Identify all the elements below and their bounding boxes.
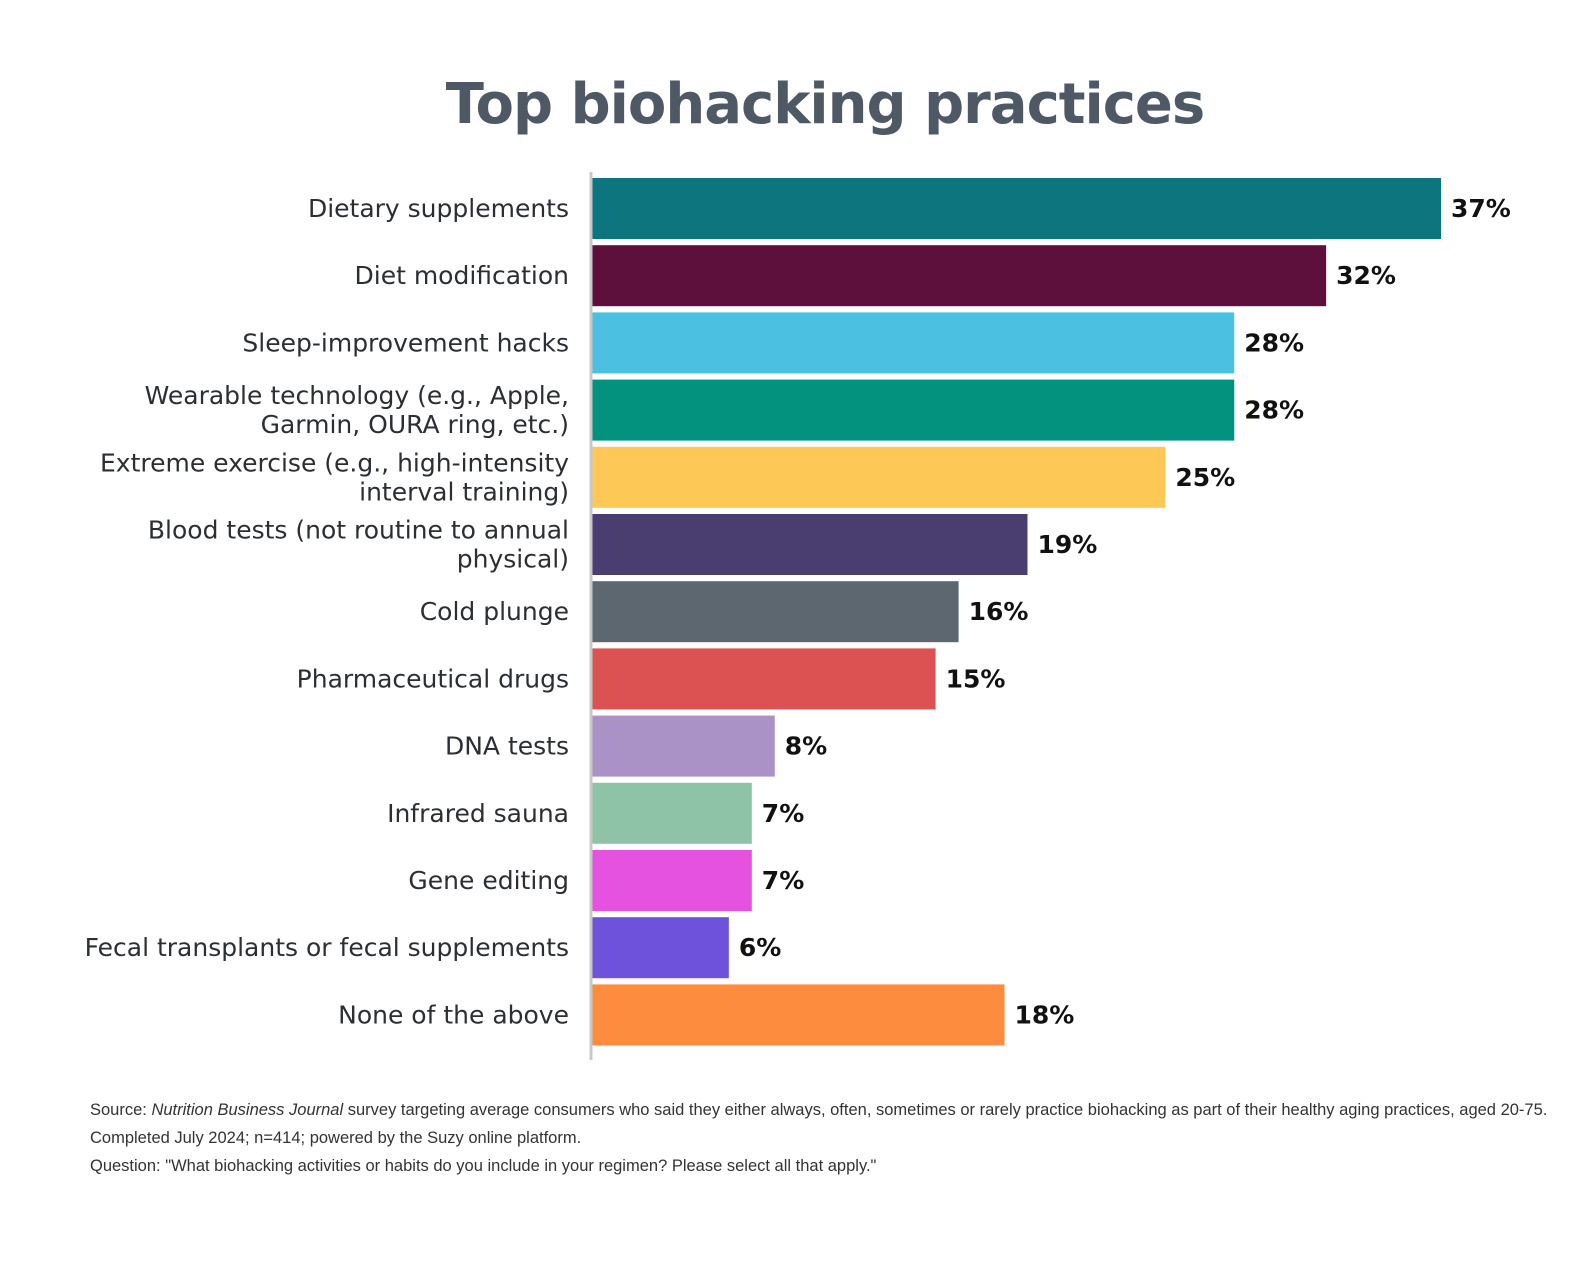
labels-layer: 37% Dietary supplements 32% Diet modificati…: [85, 194, 1511, 1029]
bar: [591, 782, 752, 844]
bar-value-label: 25%: [1175, 463, 1235, 492]
category-label: None of the above: [338, 1000, 569, 1029]
bar-value-label: 15%: [946, 664, 1006, 693]
bar-value-label: 6%: [739, 933, 781, 962]
bar: [591, 581, 959, 643]
source-note: Source: Nutrition Business Journal surve…: [90, 1096, 1570, 1152]
category-label: Infrared sauna: [387, 799, 569, 828]
chart-footnote: Source: Nutrition Business Journal surve…: [90, 1096, 1570, 1180]
bar-value-label: 16%: [969, 597, 1029, 626]
bar-value-label: 28%: [1244, 396, 1304, 425]
bar: [591, 715, 775, 777]
category-label: Blood tests (not routine to annual physic…: [148, 516, 569, 574]
category-label: Cold plunge: [420, 597, 569, 626]
category-label: Fecal transplants or fecal supplements: [85, 933, 569, 962]
bar: [591, 178, 1441, 239]
bar-value-label: 37%: [1451, 194, 1511, 223]
source-description: survey targeting average consumers who s…: [90, 1101, 1548, 1147]
category-label: Gene editing: [408, 866, 569, 895]
bar-value-label: 7%: [762, 866, 804, 895]
category-label: DNA tests: [445, 732, 569, 761]
bar-value-label: 7%: [762, 799, 804, 828]
category-label: Extreme exercise (e.g., high-intensity in…: [100, 448, 569, 506]
category-label: Wearable technology (e.g., Apple, Garmin,…: [145, 381, 569, 439]
bar-value-label: 28%: [1244, 328, 1304, 357]
category-label: Dietary supplements: [308, 194, 569, 223]
source-prefix: Source:: [90, 1101, 152, 1119]
bar: [591, 648, 936, 710]
bar-value-label: 18%: [1015, 1000, 1075, 1029]
category-label: Sleep-improvement hacks: [242, 328, 569, 357]
category-label: Pharmaceutical drugs: [297, 664, 569, 693]
question-note: Question: "What biohacking activities or…: [90, 1157, 877, 1175]
bar: [591, 379, 1235, 441]
chart-title: Top biohacking practices: [445, 72, 1205, 137]
bar: [591, 514, 1028, 575]
bar-value-label: 19%: [1037, 530, 1097, 559]
bar-value-label: 8%: [785, 732, 827, 761]
bar: [591, 312, 1235, 374]
bars-layer: [591, 178, 1441, 1046]
bar: [591, 850, 752, 911]
bar: [591, 446, 1166, 508]
bar: [591, 917, 729, 979]
bar: [591, 984, 1005, 1046]
source-publication: Nutrition Business Journal: [151, 1101, 344, 1119]
bar-value-label: 32%: [1336, 261, 1396, 290]
bar: [591, 245, 1327, 307]
category-label: Diet modification: [355, 261, 570, 290]
